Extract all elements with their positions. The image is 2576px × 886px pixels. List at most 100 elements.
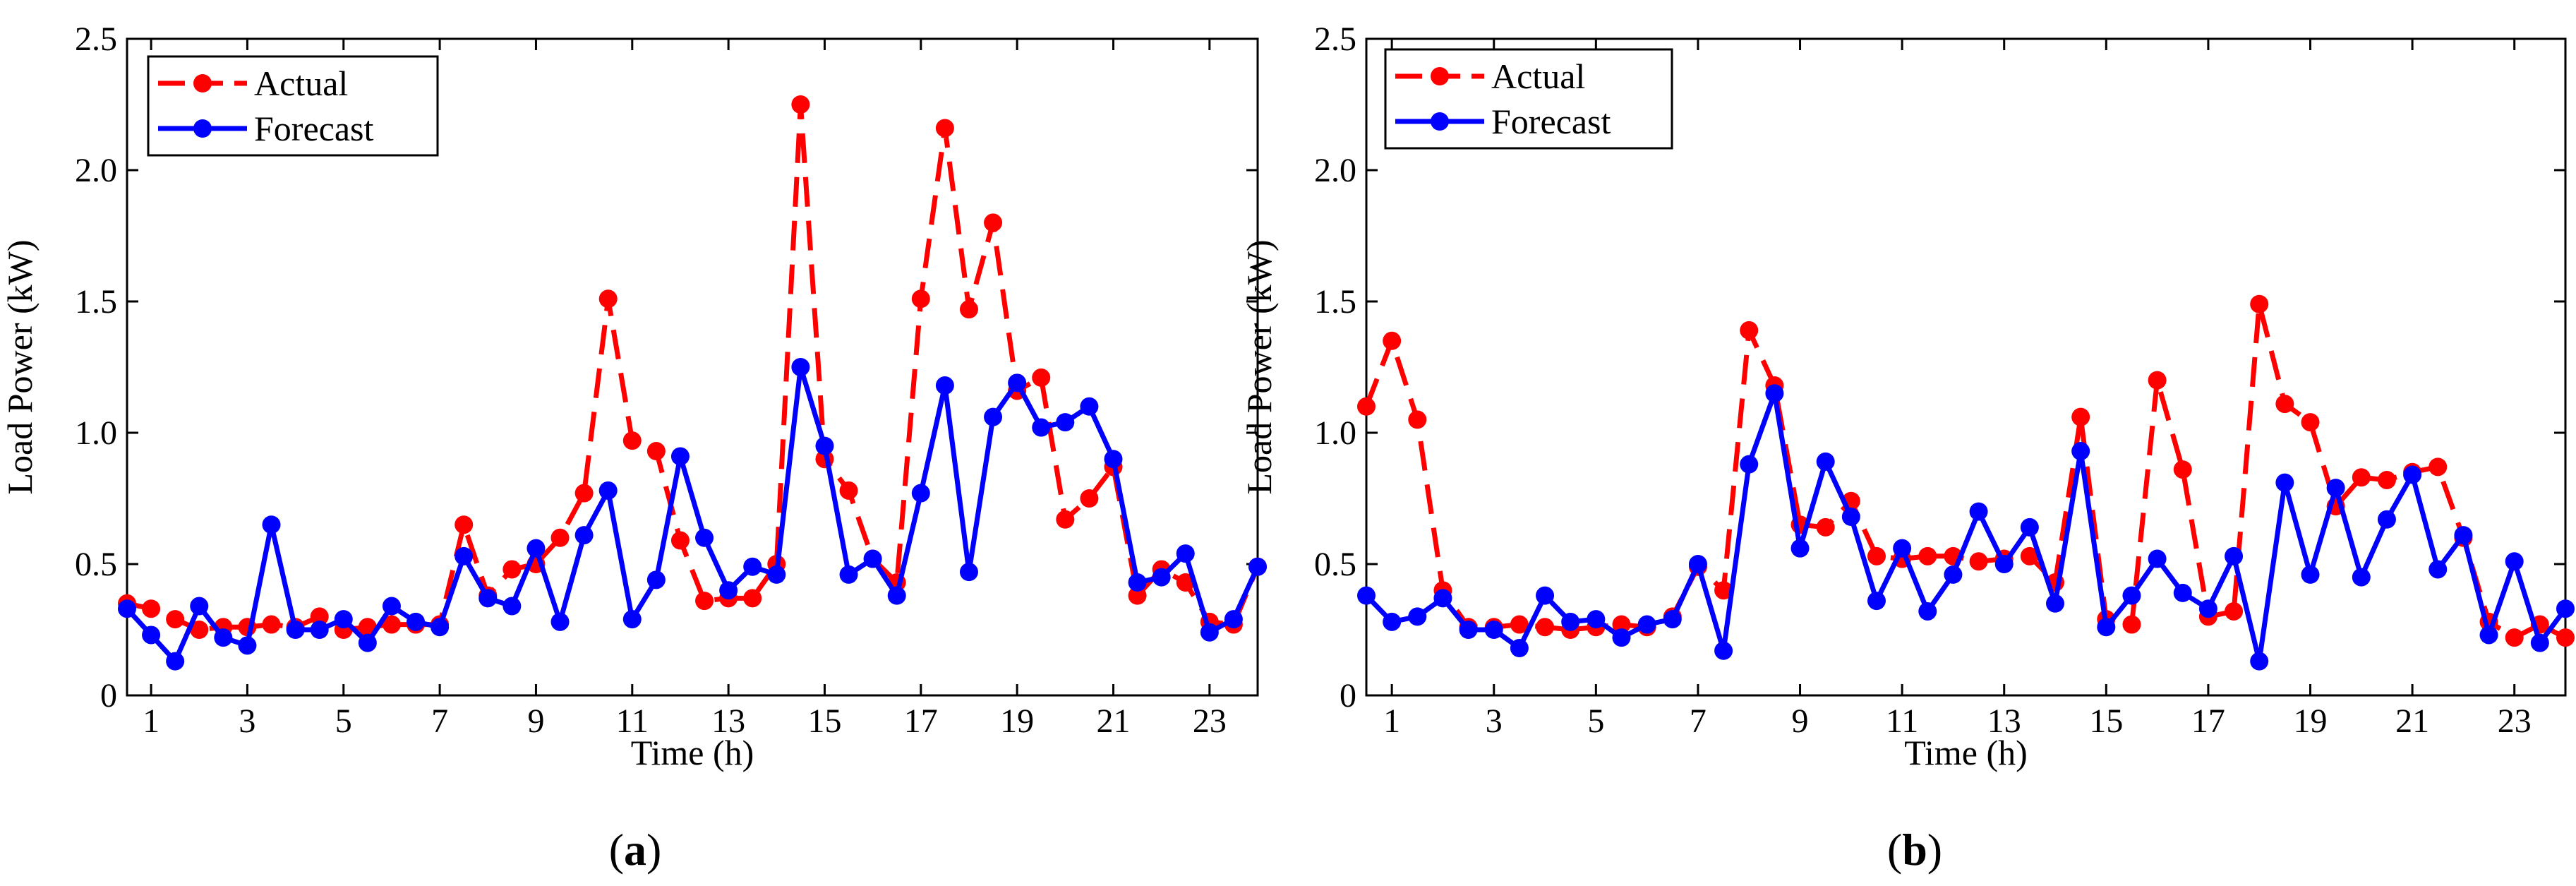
data-point-forecast [984, 407, 1003, 426]
caption-close-paren: ) [646, 825, 661, 875]
legend: Actual Forecast [147, 55, 439, 157]
data-point-forecast [455, 546, 474, 565]
panel-caption: (a) [609, 825, 662, 875]
x-tick-label: 13 [711, 702, 745, 740]
data-point-forecast [2301, 565, 2320, 584]
data-point-forecast [2173, 583, 2192, 602]
x-tick-label: 7 [431, 702, 448, 740]
data-point-actual [598, 289, 618, 309]
x-tick-label: 21 [1096, 702, 1130, 740]
y-tick-label: 0.5 [1314, 546, 1356, 583]
data-point-forecast [1008, 373, 1027, 393]
data-point-forecast [695, 528, 714, 547]
data-point-forecast [1433, 589, 1452, 608]
data-point-actual [839, 481, 858, 500]
chart-panel-b: 00.51.01.52.02.51 3 5 7 9 11 13 15 17 19 21 23Time … [1239, 20, 2575, 875]
data-point-forecast [2198, 599, 2217, 618]
data-point-forecast [166, 652, 185, 671]
y-tick-label: 2.5 [1314, 20, 1356, 58]
data-point-forecast [1663, 610, 1682, 629]
data-point-forecast [1867, 592, 1886, 611]
data-point-forecast [1248, 557, 1267, 576]
data-point-forecast [2352, 568, 2371, 587]
x-tick-label: 11 [1886, 702, 1918, 740]
x-tick-label: 21 [2395, 702, 2429, 740]
data-point-forecast [887, 586, 906, 605]
data-point-actual [1816, 517, 1835, 537]
legend-marker-actual [1431, 67, 1449, 85]
x-tick-label: 17 [2191, 702, 2225, 740]
data-point-forecast [791, 358, 810, 376]
data-point-forecast [1637, 615, 1656, 634]
data-point-forecast [1357, 586, 1376, 605]
series-forecast [1357, 384, 2575, 671]
data-point-forecast [719, 581, 738, 600]
series-forecast [118, 358, 1267, 671]
data-point-actual [2250, 294, 2269, 313]
data-point-forecast [1969, 502, 1988, 521]
y-tick-label: 0 [100, 677, 117, 714]
data-point-forecast [839, 565, 858, 584]
data-point-forecast [1561, 612, 1580, 631]
data-point-forecast [526, 539, 546, 558]
data-point-actual [2020, 546, 2039, 565]
legend-box [1384, 48, 1673, 150]
data-point-actual [1612, 615, 1631, 634]
x-tick-label: 19 [1000, 702, 1034, 740]
data-point-forecast [1688, 555, 1707, 573]
x-tick-label: 5 [1587, 702, 1604, 740]
y-tick-label: 1.0 [1314, 414, 1356, 452]
data-point-actual [166, 610, 185, 629]
data-point-actual [1408, 410, 1427, 429]
data-point-forecast [646, 570, 666, 589]
data-point-actual [1032, 368, 1051, 387]
y-axis-label: Load Power (kW) [1239, 240, 1279, 495]
data-point-forecast [2479, 625, 2498, 645]
data-point-forecast [1408, 607, 1427, 626]
data-point-forecast [502, 597, 522, 616]
data-point-forecast [118, 599, 136, 618]
legend-marker-forecast [193, 119, 212, 138]
data-point-actual [1383, 331, 1402, 350]
data-point-forecast [334, 610, 353, 629]
data-point-forecast [2046, 594, 2065, 613]
data-point-actual [455, 515, 474, 534]
data-point-forecast [1510, 639, 1529, 658]
data-point-actual [622, 431, 642, 450]
x-axis-label: Time (h) [631, 733, 754, 772]
data-point-forecast [550, 612, 570, 631]
data-point-forecast [214, 628, 233, 647]
data-point-forecast [2071, 442, 2090, 461]
x-tick-label: 13 [1987, 702, 2021, 740]
data-point-actual [1867, 546, 1886, 565]
data-point-actual [382, 615, 401, 634]
data-point-forecast [1459, 621, 1478, 639]
data-point-forecast [431, 618, 450, 637]
data-point-forecast [935, 376, 954, 395]
data-point-forecast [1383, 612, 1402, 631]
legend-label-forecast: Forecast [254, 109, 373, 148]
data-point-forecast [959, 563, 978, 582]
x-tick-label: 15 [2089, 702, 2123, 740]
data-point-forecast [1056, 413, 1075, 432]
data-point-actual [743, 589, 762, 608]
chart-panel-a: 00.51.01.52.02.51 3 5 7 9 11 13 15 17 19 21 23Time … [0, 20, 1267, 875]
y-tick-label: 1.5 [75, 283, 117, 321]
x-tick-label: 5 [335, 702, 352, 740]
data-point-forecast [574, 526, 594, 545]
data-point-forecast [1224, 610, 1243, 629]
y-tick-label: 0 [1340, 677, 1356, 714]
data-point-forecast [863, 549, 882, 568]
data-point-actual [142, 599, 161, 618]
data-point-actual [2148, 371, 2167, 390]
data-point-actual [984, 213, 1003, 232]
data-point-forecast [238, 636, 257, 655]
data-point-forecast [670, 447, 690, 466]
data-point-forecast [911, 484, 930, 503]
data-point-forecast [1484, 621, 1503, 639]
data-point-actual [1536, 618, 1555, 637]
data-point-actual [1969, 552, 1988, 571]
data-point-actual [2556, 628, 2575, 647]
legend-box [147, 55, 439, 157]
legend-label-actual: Actual [1491, 56, 1585, 96]
